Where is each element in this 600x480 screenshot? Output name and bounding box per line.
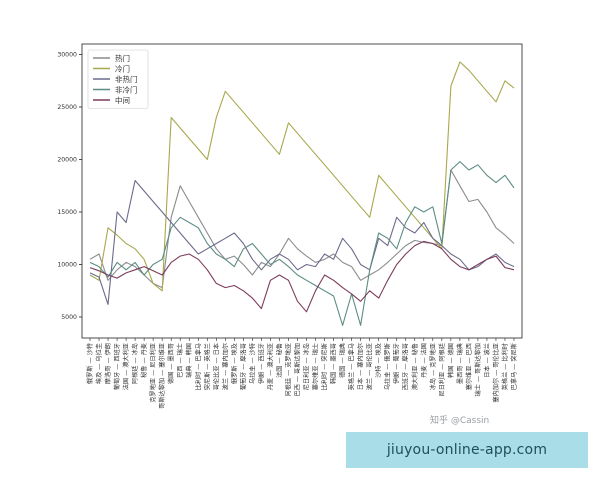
x-tick-label: 塞尔维亚 — 巴西 xyxy=(465,343,473,390)
x-tick-label: 比利时 — 巴拿马 xyxy=(194,343,202,390)
x-tick-label: 塞内加尔 — 哥伦比亚 xyxy=(492,343,500,403)
x-tick-label: 阿根廷 — 冰岛 xyxy=(131,343,139,384)
x-tick-label: 乌拉圭 — 俄罗斯 xyxy=(384,343,392,390)
x-tick-label: 丹麦 — 法国 xyxy=(420,343,428,378)
y-tick-label: 5000 xyxy=(61,314,77,321)
x-tick-label: 巴西 — 哥斯达黎加 xyxy=(293,343,301,396)
x-tick-label: 哥斯达黎加 — 塞尔维亚 xyxy=(158,343,166,409)
x-tick-label: 乌拉圭 — 沙特 xyxy=(248,343,256,384)
x-tick-label: 韩国 — 德国 xyxy=(447,343,455,378)
x-tick-label: 沙特 — 埃及 xyxy=(375,343,383,378)
y-tick-label: 25000 xyxy=(57,104,77,111)
series-line-1 xyxy=(89,169,515,289)
series-line-2 xyxy=(89,61,515,292)
x-tick-label: 法国 — 秘鲁 xyxy=(275,343,283,378)
x-tick-label: 德国 — 墨西哥 xyxy=(167,343,175,384)
plot-border xyxy=(81,43,523,339)
legend-label: 冷门 xyxy=(115,64,130,74)
x-tick-label: 韩国 — 墨西哥 xyxy=(330,343,338,384)
x-tick-label: 摩洛哥 — 伊朗 xyxy=(104,343,112,384)
series-line-5 xyxy=(89,240,515,313)
x-tick-label: 比利时 — 突尼斯 xyxy=(321,343,329,390)
legend-label: 非冷门 xyxy=(115,85,138,95)
series-lines xyxy=(89,61,515,326)
x-tick-label: 哥伦比亚 — 日本 xyxy=(212,343,220,390)
x-tick-label: 瑞士 — 哥斯达黎加 xyxy=(474,343,482,396)
y-tick-label: 15000 xyxy=(57,209,77,216)
site-banner-text: jiuyou-online-app.com xyxy=(386,442,548,458)
x-tick-label: 丹麦 — 澳大利亚 xyxy=(266,343,274,390)
x-tick-label: 克罗地亚 — 尼日利亚 xyxy=(149,343,157,403)
watermark-text: 知乎 @Cassin xyxy=(430,414,489,426)
x-tick-label: 德国 — 瑞典 xyxy=(339,343,347,378)
y-tick-label: 30000 xyxy=(57,52,77,59)
x-tick-label: 尼日利亚 — 冰岛 xyxy=(303,343,311,390)
x-tick-label: 巴拿马 — 突尼斯 xyxy=(510,343,518,390)
x-tick-label: 瑞典 — 韩国 xyxy=(185,343,193,378)
site-banner[interactable]: jiuyou-online-app.com xyxy=(346,432,588,468)
x-tick-label: 阿根廷 — 克罗地亚 xyxy=(284,343,292,396)
y-axis: 5000 10000 15000 20000 25000 30000 xyxy=(57,52,82,321)
x-tick-label: 英格兰 — 比利时 xyxy=(501,343,509,390)
plot-area xyxy=(81,43,523,339)
x-tick-label: 伊朗 — 西班牙 xyxy=(257,343,265,384)
x-tick-label: 葡萄牙 — 西班牙 xyxy=(113,343,121,390)
x-tick-label: 日本 — 波兰 xyxy=(483,343,491,378)
x-tick-label: 秘鲁 — 丹麦 xyxy=(140,343,148,378)
x-tick-label: 西班牙 — 摩洛哥 xyxy=(402,343,410,390)
x-tick-label: 俄罗斯 — 沙特 xyxy=(86,343,94,384)
legend-label: 非热门 xyxy=(115,74,138,84)
x-tick-label: 尼日利亚 — 阿根廷 xyxy=(438,343,446,396)
series-line-3 xyxy=(89,179,515,305)
x-tick-label: 墨西哥 — 瑞典 xyxy=(456,343,464,384)
x-tick-label: 冰岛 — 克罗地亚 xyxy=(429,343,437,390)
x-tick-label: 塞尔维亚 — 瑞士 xyxy=(312,343,320,390)
legend-label: 热门 xyxy=(115,53,130,63)
x-tick-label: 俄罗斯 — 埃及 xyxy=(230,343,238,384)
x-tick-label: 澳大利亚 — 秘鲁 xyxy=(411,343,419,390)
x-tick-label: 波兰 — 塞内加尔 xyxy=(221,343,229,390)
y-tick-label: 10000 xyxy=(57,262,77,269)
x-axis: 俄罗斯 — 沙特 埃及 — 乌拉圭 摩洛哥 — 伊朗 葡萄牙 — 西班牙 法国 — 澳大… xyxy=(86,338,518,409)
x-tick-label: 伊朗 — 葡萄牙 xyxy=(393,343,401,384)
x-tick-label: 法国 — 澳大利亚 xyxy=(122,343,130,390)
legend-box xyxy=(87,49,149,109)
y-tick-label: 20000 xyxy=(57,157,77,164)
x-tick-label: 日本 — 塞内加尔 xyxy=(357,343,365,390)
x-tick-label: 巴西 — 瑞士 xyxy=(176,343,184,378)
x-tick-label: 葡萄牙 — 摩洛哥 xyxy=(239,343,247,390)
x-tick-label: 波兰 — 哥伦比亚 xyxy=(366,343,374,390)
x-tick-label: 英格兰 — 巴拿马 xyxy=(348,343,356,390)
x-tick-label: 突尼斯 — 英格兰 xyxy=(203,343,211,390)
series-line-4 xyxy=(89,161,515,326)
x-tick-label: 埃及 — 乌拉圭 xyxy=(95,343,103,384)
legend-label: 中间 xyxy=(115,95,130,105)
